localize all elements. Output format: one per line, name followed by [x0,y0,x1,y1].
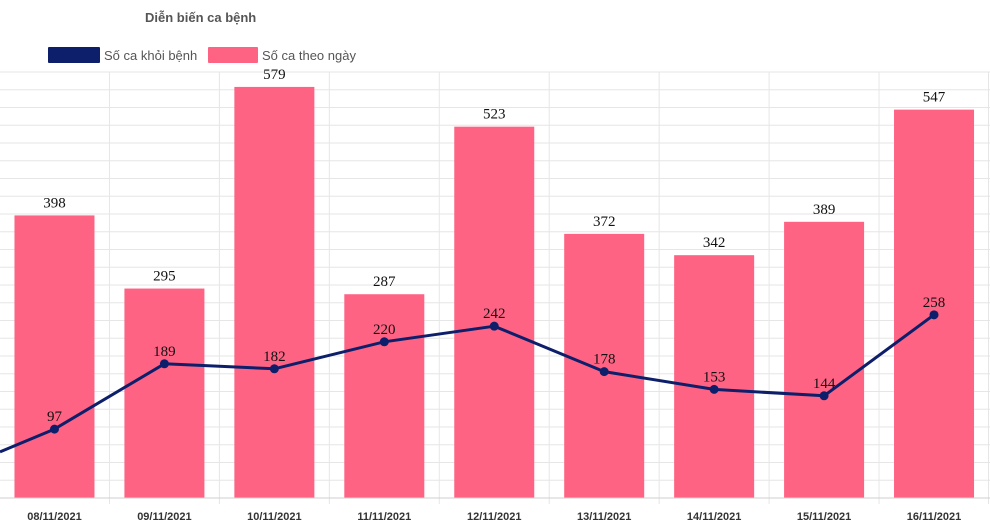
line-point-recovered[interactable] [819,391,829,401]
line-value-label: 182 [263,349,286,365]
chart-title: Diễn biến ca bệnh [145,10,256,25]
x-tick-label: 12/11/2021 [467,511,521,523]
x-axis-tick-labels: 08/11/2021 09/11/2021 10/11/2021 11/11/2021… [27,511,961,523]
x-tick-label: 15/11/2021 [797,511,851,523]
x-tick-label: 11/11/2021 [357,511,411,523]
bar-value-label: 372 [593,214,616,230]
x-tick-label: 08/11/2021 [27,511,81,523]
bar-value-label: 579 [263,67,286,83]
line-data-labels: 97 189 182 220 242 178 153 144 258 [47,295,945,425]
line-value-label: 97 [47,409,63,425]
line-point-recovered[interactable] [709,384,719,394]
legend-item-daily-cases[interactable]: Số ca theo ngày [208,47,356,63]
vertical-gridlines [108,72,989,504]
legend-swatch-daily-cases [208,47,258,63]
line-recovered [0,313,935,454]
bar-series-daily-cases [14,86,975,499]
bar-daily-cases[interactable] [14,215,95,499]
bar-daily-cases[interactable] [894,109,975,498]
bar-daily-cases[interactable] [454,126,535,499]
line-value-label: 220 [373,322,396,338]
line-value-label: 242 [483,306,506,322]
line-value-label: 178 [593,352,616,368]
legend-item-recovered[interactable]: Số ca khỏi bệnh [48,47,197,63]
line-point-recovered[interactable] [929,310,939,320]
bar-daily-cases[interactable] [674,255,755,498]
bar-value-label: 342 [703,235,726,251]
bar-daily-cases[interactable] [344,294,425,498]
line-point-recovered[interactable] [159,359,169,369]
bar-value-label: 547 [923,90,946,106]
line-point-recovered[interactable] [49,424,59,434]
line-value-label: 189 [153,344,176,360]
bar-value-label: 389 [813,202,836,218]
x-tick-label: 16/11/2021 [907,511,961,523]
line-value-label: 153 [703,369,726,385]
legend: Số ca khỏi bệnh Số ca theo ngày [48,47,356,63]
bar-daily-cases[interactable] [784,221,865,498]
bar-value-label: 398 [43,195,66,211]
bar-value-label: 287 [373,274,396,290]
x-tick-label: 09/11/2021 [137,511,191,523]
bar-value-label: 523 [483,107,506,123]
legend-label-daily-cases: Số ca theo ngày [262,48,356,63]
x-tick-label: 10/11/2021 [247,511,301,523]
legend-label-recovered: Số ca khỏi bệnh [104,48,197,63]
line-point-recovered[interactable] [489,321,499,331]
line-point-recovered[interactable] [599,367,609,377]
line-point-recovered[interactable] [269,364,279,374]
line-value-label: 144 [813,376,836,392]
bar-value-label: 295 [153,269,176,285]
x-tick-label: 14/11/2021 [687,511,741,523]
line-value-label: 258 [923,295,946,311]
x-tick-label: 13/11/2021 [577,511,631,523]
bar-daily-cases[interactable] [124,288,205,498]
line-series-recovered [0,310,939,454]
bar-data-labels: 398 295 579 287 523 372 342 389 547 [43,67,946,290]
bar-daily-cases[interactable] [564,233,645,498]
line-point-recovered[interactable] [379,337,389,347]
bar-daily-cases[interactable] [234,86,315,498]
legend-swatch-recovered [48,47,100,63]
